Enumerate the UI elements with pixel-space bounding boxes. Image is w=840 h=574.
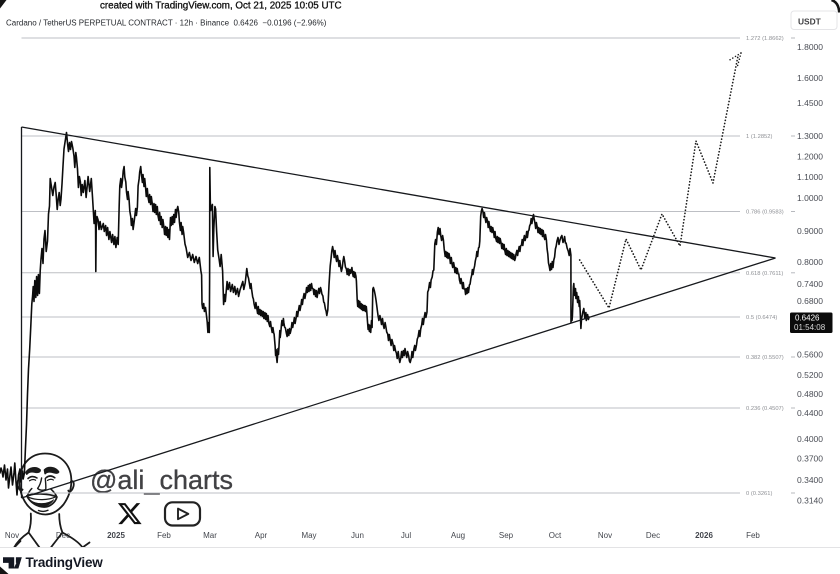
- svg-text:0.3700: 0.3700: [797, 454, 823, 464]
- svg-text:2026: 2026: [695, 531, 713, 540]
- svg-text:USDT: USDT: [798, 16, 822, 26]
- svg-text:0.382 (0.5507): 0.382 (0.5507): [746, 355, 784, 361]
- svg-text:0.5600: 0.5600: [797, 350, 823, 360]
- svg-text:0.5200: 0.5200: [797, 370, 823, 380]
- svg-text:Nov: Nov: [5, 531, 19, 540]
- svg-text:Sep: Sep: [499, 531, 514, 540]
- svg-text:Aug: Aug: [451, 531, 465, 540]
- svg-text:Dec: Dec: [646, 531, 660, 540]
- svg-text:TradingView: TradingView: [26, 555, 104, 570]
- svg-text:0.7400: 0.7400: [797, 279, 823, 289]
- svg-text:0.3400: 0.3400: [797, 475, 823, 485]
- svg-text:0.6426: 0.6426: [795, 314, 820, 323]
- svg-text:0.5 (0.6474): 0.5 (0.6474): [746, 315, 777, 321]
- svg-text:Mar: Mar: [203, 531, 217, 540]
- svg-text:@ali_charts: @ali_charts: [90, 465, 233, 495]
- svg-text:0.4000: 0.4000: [797, 434, 823, 444]
- svg-text:Feb: Feb: [746, 531, 760, 540]
- svg-text:1.6000: 1.6000: [797, 73, 823, 83]
- svg-text:Cardano / TetherUS PERPETUAL C: Cardano / TetherUS PERPETUAL CONTRACT · …: [6, 19, 327, 28]
- svg-text:Nov: Nov: [598, 531, 612, 540]
- svg-text:1.8000: 1.8000: [797, 42, 823, 52]
- svg-text:1.272 (1.8662): 1.272 (1.8662): [746, 36, 784, 42]
- svg-text:1.4500: 1.4500: [797, 98, 823, 108]
- svg-text:0.9000: 0.9000: [797, 226, 823, 236]
- svg-text:0.786 (0.9583): 0.786 (0.9583): [746, 210, 784, 216]
- svg-text:1.1000: 1.1000: [797, 172, 823, 182]
- svg-text:created with TradingView.com,: created with TradingView.com, Oct 21, 20…: [100, 1, 342, 12]
- svg-text:0.8000: 0.8000: [797, 257, 823, 267]
- svg-text:Jun: Jun: [351, 531, 364, 540]
- svg-text:0.4800: 0.4800: [797, 389, 823, 399]
- svg-text:1.0000: 1.0000: [797, 193, 823, 203]
- svg-text:Oct: Oct: [549, 531, 562, 540]
- svg-text:May: May: [301, 531, 316, 540]
- svg-text:Feb: Feb: [157, 531, 171, 540]
- svg-text:0 (0.3261): 0 (0.3261): [746, 491, 772, 497]
- svg-text:1.2000: 1.2000: [797, 152, 823, 162]
- svg-text:1 (1.2852): 1 (1.2852): [746, 134, 772, 140]
- svg-text:0.6800: 0.6800: [797, 296, 823, 306]
- svg-text:2025: 2025: [107, 531, 125, 540]
- svg-text:Apr: Apr: [255, 531, 268, 540]
- svg-text:0.236 (0.4507): 0.236 (0.4507): [746, 406, 784, 412]
- svg-text:0.618 (0.7611): 0.618 (0.7611): [746, 271, 783, 277]
- svg-text:1.3000: 1.3000: [797, 131, 823, 141]
- svg-text:Jul: Jul: [401, 531, 411, 540]
- svg-text:0.4400: 0.4400: [797, 408, 823, 418]
- svg-text:01:54:08: 01:54:08: [794, 323, 826, 332]
- svg-text:Dec: Dec: [56, 531, 70, 540]
- svg-text:0.3140: 0.3140: [797, 496, 823, 506]
